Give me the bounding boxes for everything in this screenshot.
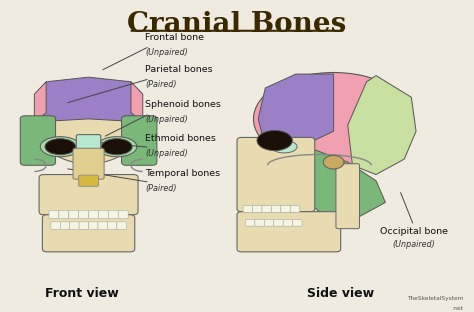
Text: Front view: Front view: [45, 287, 118, 300]
FancyBboxPatch shape: [255, 220, 264, 226]
Text: (Unpaired): (Unpaired): [145, 48, 188, 57]
FancyBboxPatch shape: [264, 220, 274, 226]
FancyBboxPatch shape: [246, 220, 255, 226]
Polygon shape: [35, 77, 143, 122]
Text: Sphenoid bones: Sphenoid bones: [145, 100, 221, 109]
Polygon shape: [348, 76, 416, 174]
FancyBboxPatch shape: [76, 135, 101, 154]
FancyBboxPatch shape: [272, 206, 281, 212]
Text: Occipital bone: Occipital bone: [380, 227, 448, 236]
FancyBboxPatch shape: [99, 210, 109, 218]
FancyBboxPatch shape: [49, 210, 59, 218]
Text: (Unpaired): (Unpaired): [145, 115, 188, 124]
Text: Cranial Bones: Cranial Bones: [128, 11, 346, 38]
FancyBboxPatch shape: [262, 206, 272, 212]
FancyBboxPatch shape: [69, 210, 79, 218]
Ellipse shape: [45, 139, 76, 155]
FancyBboxPatch shape: [121, 116, 157, 165]
FancyBboxPatch shape: [117, 222, 126, 229]
FancyBboxPatch shape: [59, 210, 69, 218]
FancyBboxPatch shape: [253, 206, 262, 212]
FancyBboxPatch shape: [98, 222, 108, 229]
Text: (Paired): (Paired): [145, 80, 177, 89]
FancyBboxPatch shape: [237, 212, 341, 252]
Text: Ethmoid bones: Ethmoid bones: [145, 134, 216, 143]
Ellipse shape: [254, 72, 414, 165]
FancyBboxPatch shape: [51, 222, 60, 229]
Polygon shape: [291, 150, 385, 218]
Text: TheSkeletalSystem: TheSkeletalSystem: [407, 296, 463, 301]
FancyBboxPatch shape: [118, 210, 128, 218]
Polygon shape: [131, 82, 143, 122]
FancyBboxPatch shape: [109, 210, 118, 218]
FancyBboxPatch shape: [283, 220, 292, 226]
FancyBboxPatch shape: [336, 164, 359, 229]
FancyBboxPatch shape: [20, 116, 55, 165]
FancyBboxPatch shape: [60, 222, 70, 229]
FancyBboxPatch shape: [70, 222, 79, 229]
FancyBboxPatch shape: [292, 220, 302, 226]
FancyBboxPatch shape: [79, 175, 99, 186]
Text: Parietal bones: Parietal bones: [145, 66, 213, 74]
Text: net: net: [428, 306, 463, 311]
Ellipse shape: [97, 137, 137, 157]
Ellipse shape: [271, 140, 297, 153]
FancyBboxPatch shape: [281, 206, 290, 212]
Polygon shape: [35, 82, 46, 122]
Text: (Unpaired): (Unpaired): [392, 240, 435, 249]
Polygon shape: [258, 74, 334, 147]
Ellipse shape: [40, 137, 80, 157]
FancyBboxPatch shape: [274, 220, 283, 226]
FancyBboxPatch shape: [290, 206, 300, 212]
FancyBboxPatch shape: [73, 148, 104, 179]
FancyBboxPatch shape: [79, 210, 89, 218]
Ellipse shape: [35, 80, 143, 164]
FancyBboxPatch shape: [42, 215, 135, 252]
FancyBboxPatch shape: [89, 210, 99, 218]
Text: Temporal bones: Temporal bones: [145, 169, 220, 178]
FancyBboxPatch shape: [237, 138, 315, 212]
Text: Frontal bone: Frontal bone: [145, 33, 204, 42]
Text: (Unpaired): (Unpaired): [145, 149, 188, 158]
FancyBboxPatch shape: [79, 222, 89, 229]
Text: Side view: Side view: [307, 287, 374, 300]
FancyBboxPatch shape: [89, 222, 98, 229]
Circle shape: [323, 155, 344, 169]
FancyBboxPatch shape: [243, 206, 253, 212]
Text: (Paired): (Paired): [145, 184, 177, 193]
Ellipse shape: [257, 130, 292, 151]
Ellipse shape: [101, 139, 132, 155]
FancyBboxPatch shape: [39, 174, 138, 215]
FancyBboxPatch shape: [108, 222, 117, 229]
